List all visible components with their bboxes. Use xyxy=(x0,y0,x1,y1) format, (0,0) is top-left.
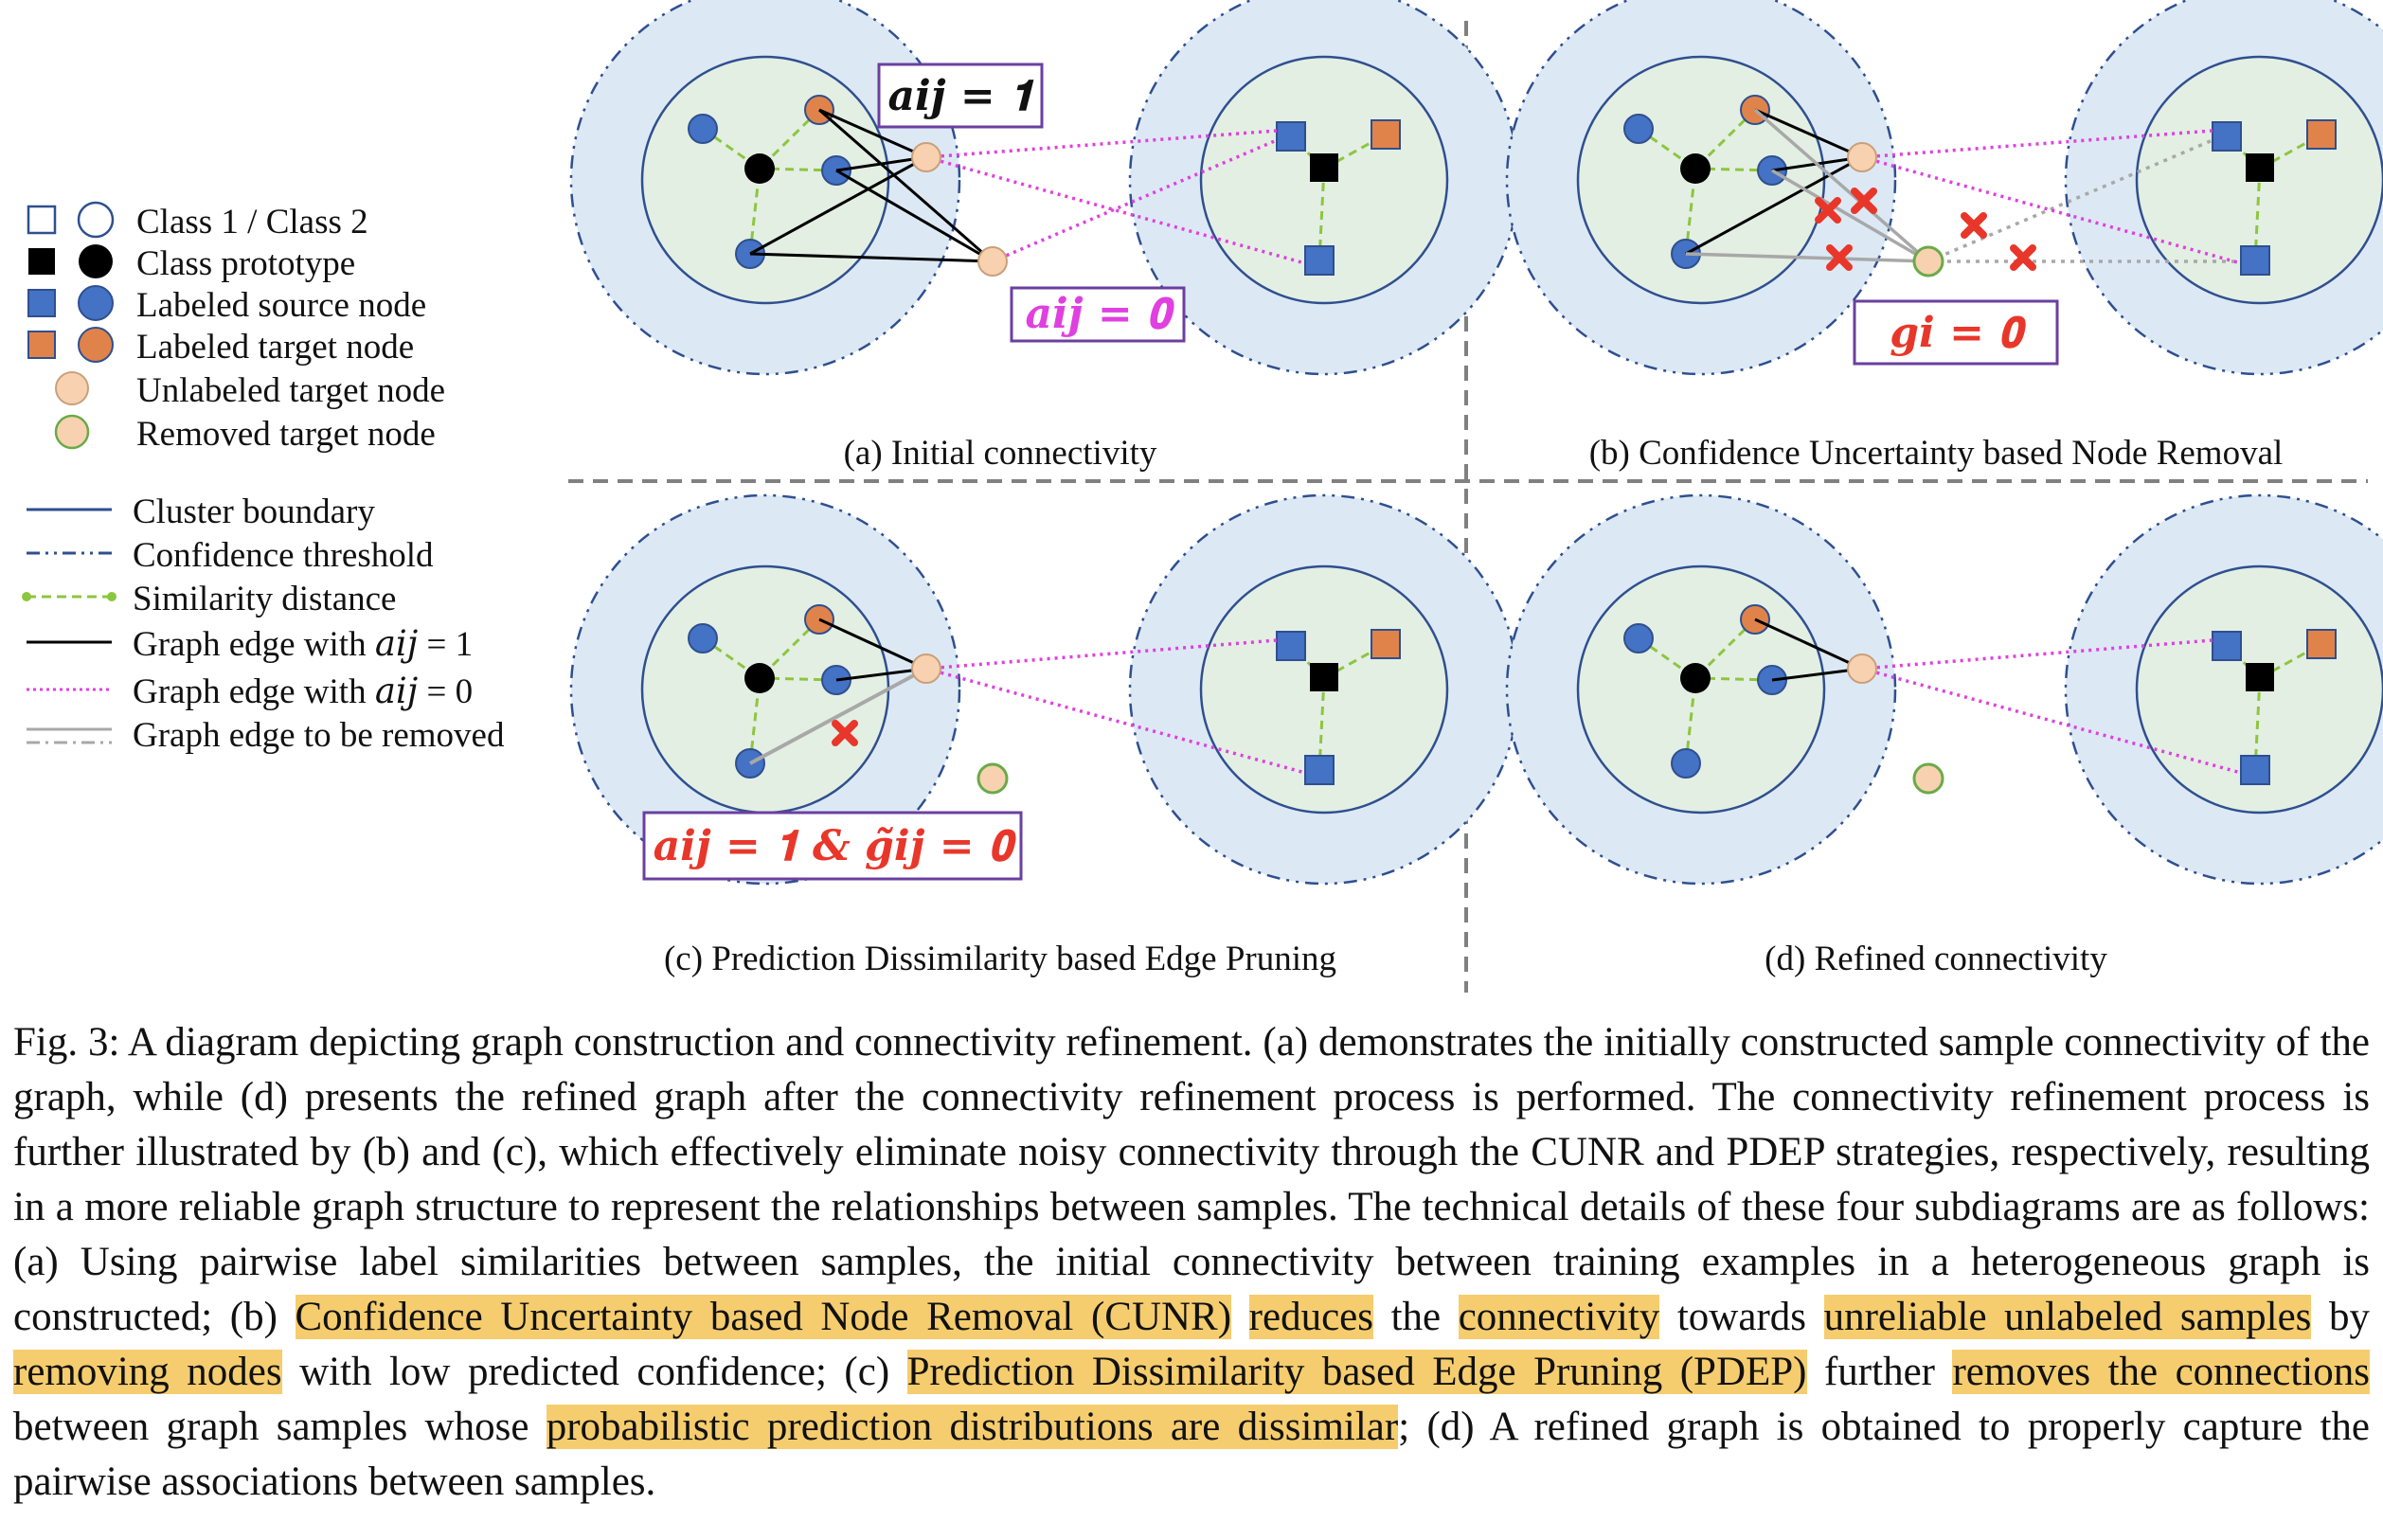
caption-highlight: reduces xyxy=(1248,1295,1373,1339)
caption-highlight: Confidence Uncertainty based Node Remova… xyxy=(295,1295,1232,1339)
source-square-icon xyxy=(27,289,56,317)
caption-text: between graph samples whose xyxy=(13,1405,546,1449)
panel-b-caption: (b) Confidence Uncertainty based Node Re… xyxy=(1589,434,2284,473)
annotation-a-g: 𝒂𝒊𝒋 = 𝟏 & 𝒈̃𝒊𝒋 = 𝟎 xyxy=(642,811,1023,881)
panel-c-caption: (c) Prediction Dissimilarity based Edge … xyxy=(664,940,1336,978)
panel-d xyxy=(1505,493,2383,886)
prototype-square-icon xyxy=(28,248,55,275)
caption-text: by xyxy=(2311,1295,2371,1339)
legend-label: Labeled target node xyxy=(136,328,414,367)
annotation-g-zero: 𝒈𝒊 = 𝟎 xyxy=(1853,299,2059,366)
legend: Class 1 / Class 2 Class prototype Labele… xyxy=(22,201,505,755)
caption-highlight: connectivity xyxy=(1458,1295,1660,1339)
target-square-icon xyxy=(27,331,56,359)
cross-icons xyxy=(1815,188,2036,271)
source-circle-icon xyxy=(78,285,114,321)
legend-label: Confidence threshold xyxy=(133,536,434,575)
a-g-label: 𝒂𝒊𝒋 = 𝟏 & 𝒈̃𝒊𝒋 = 𝟎 xyxy=(654,822,1016,870)
panel-a-caption: (a) Initial connectivity xyxy=(844,434,1157,473)
g-zero-label: 𝒈𝒊 = 𝟎 xyxy=(1890,309,2026,357)
legend-label: Graph edge with 𝑎𝑖𝑗 = 1 xyxy=(133,625,473,664)
caption-text: towards xyxy=(1659,1295,1824,1339)
legend-label: Class prototype xyxy=(136,244,355,283)
legend-label: Unlabeled target node xyxy=(136,371,445,410)
cross-icon xyxy=(832,720,858,746)
target-circle-icon xyxy=(78,327,114,363)
class1-square-icon xyxy=(27,205,57,235)
caption-highlight: Prediction Dissimilarity based Edge Prun… xyxy=(906,1350,1807,1394)
caption-text xyxy=(1231,1295,1249,1339)
caption-text: Fig. 3: A diagram depicting graph constr… xyxy=(13,1020,2370,1339)
legend-label: Graph edge with 𝑎𝑖𝑗 = 0 xyxy=(133,672,473,711)
legend-label: Removed target node xyxy=(136,415,436,454)
legend-label: Similarity distance xyxy=(133,580,396,618)
annotation-a-zero: 𝒂𝒊𝒋 = 𝟎 xyxy=(1010,286,1186,343)
legend-label: Cluster boundary xyxy=(133,492,375,531)
legend-label: Labeled source node xyxy=(136,286,426,325)
figure: Class 1 / Class 2 Class prototype Labele… xyxy=(22,0,2383,993)
panel-c xyxy=(569,493,1520,886)
similarity-dot-icon xyxy=(22,592,31,601)
panel-b xyxy=(1505,0,2383,376)
caption-text: with low predicted confidence; (c) xyxy=(281,1350,907,1394)
panel-a xyxy=(569,0,1520,376)
caption-text: ; (d) A refined graph is obtained to pro… xyxy=(13,1405,2370,1504)
removed-node-icon xyxy=(54,414,90,450)
class2-circle-icon xyxy=(77,201,115,239)
caption-text: the xyxy=(1372,1295,1459,1339)
panel-d-caption: (d) Refined connectivity xyxy=(1765,940,2107,978)
caption-highlight: removing nodes xyxy=(13,1350,282,1394)
legend-label: Class 1 / Class 2 xyxy=(136,203,368,242)
a-zero-label: 𝒂𝒊𝒋 = 𝟎 xyxy=(1025,290,1174,338)
a-one-label: 𝒂𝒊𝒋 = 𝟏 xyxy=(887,72,1034,120)
legend-label: Graph edge to be removed xyxy=(133,716,505,755)
caption-highlight: unreliable unlabeled samples xyxy=(1823,1295,2312,1339)
caption-highlight: probabilistic prediction distributions a… xyxy=(546,1405,1399,1449)
caption-text: further xyxy=(1806,1350,1953,1394)
caption-highlight: removes the connections xyxy=(1952,1350,2370,1394)
figure-caption: Fig. 3: A diagram depicting graph constr… xyxy=(13,1015,2370,1510)
annotation-a-one: 𝒂𝒊𝒋 = 𝟏 xyxy=(877,63,1044,129)
similarity-dot-icon xyxy=(107,592,116,601)
prototype-circle-icon xyxy=(79,244,113,278)
unlabeled-node-icon xyxy=(55,371,89,405)
